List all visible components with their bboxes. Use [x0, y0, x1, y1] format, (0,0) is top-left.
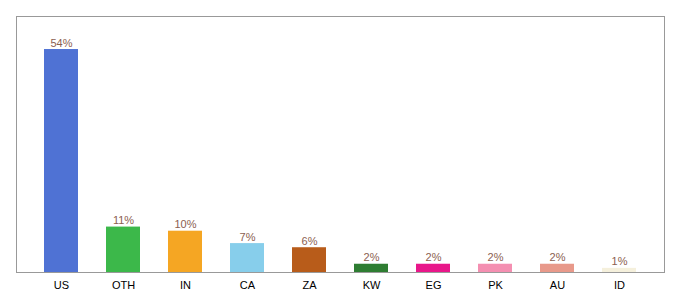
svg-text:KW: KW — [363, 279, 381, 291]
svg-text:7%: 7% — [240, 231, 256, 243]
svg-text:2%: 2% — [488, 251, 504, 263]
svg-text:11%: 11% — [113, 214, 134, 226]
svg-text:US: US — [54, 279, 69, 291]
svg-text:2%: 2% — [364, 251, 380, 263]
svg-text:PK: PK — [488, 279, 503, 291]
svg-text:AU: AU — [550, 279, 565, 291]
svg-text:2%: 2% — [550, 251, 566, 263]
svg-text:EG: EG — [426, 279, 442, 291]
svg-text:ZA: ZA — [302, 279, 317, 291]
svg-text:10%: 10% — [174, 218, 196, 230]
svg-text:CA: CA — [240, 279, 256, 291]
svg-text:ID: ID — [614, 279, 625, 291]
svg-text:54%: 54% — [50, 37, 72, 49]
svg-text:1%: 1% — [612, 255, 628, 267]
svg-text:2%: 2% — [426, 251, 442, 263]
svg-text:6%: 6% — [302, 235, 318, 247]
svg-text:OTH: OTH — [112, 279, 135, 291]
svg-text:IN: IN — [180, 279, 191, 291]
